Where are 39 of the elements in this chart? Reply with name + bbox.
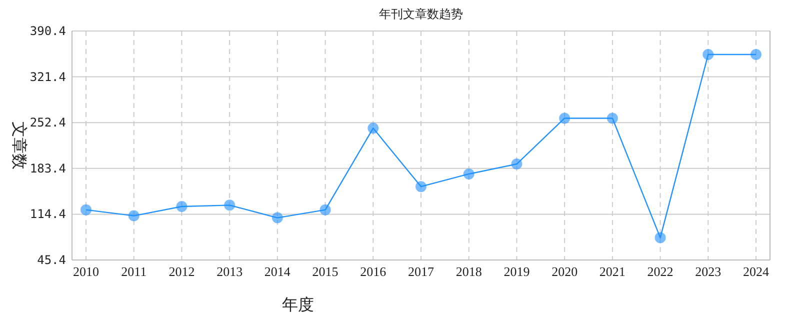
chart-title: 年刊文章数趋势 (379, 7, 463, 21)
point (654, 232, 666, 244)
point (80, 204, 92, 216)
point (272, 212, 283, 224)
x-tick-label: 2014 (264, 264, 291, 279)
x-axis-title: 年度 (282, 296, 314, 314)
x-tick-label: 2011 (121, 264, 147, 279)
x-tick-label: 2015 (312, 264, 338, 279)
point (606, 112, 618, 124)
y-tick-label: 45.4 (37, 253, 66, 267)
point (416, 181, 426, 192)
x-tick-label: 2017 (408, 264, 434, 279)
y-tick-label: 114.4 (30, 207, 66, 222)
point (128, 210, 140, 222)
y-axis-title: 文章数 (10, 122, 28, 170)
x-tick-label: 2013 (216, 264, 243, 279)
point (224, 200, 236, 211)
x-tick-label: 2021 (599, 264, 626, 279)
y-tick-label: 321.4 (30, 70, 66, 84)
point (702, 48, 714, 60)
x-tick-label: 2022 (647, 264, 674, 279)
point (750, 48, 762, 60)
point (511, 158, 522, 170)
point (320, 204, 331, 216)
x-tick-label: 2023 (695, 264, 722, 279)
point (176, 201, 188, 212)
x-tick-label: 2010 (73, 264, 99, 279)
x-tick-label: 2020 (552, 264, 578, 279)
point (463, 168, 474, 180)
point (559, 112, 570, 124)
y-tick-label: 183.4 (30, 161, 66, 176)
y-tick-label: 390.4 (30, 24, 66, 38)
x-tick-label: 2016 (360, 264, 387, 279)
x-tick-label: 2018 (456, 264, 482, 279)
point (368, 122, 379, 134)
x-tick-label: 2019 (504, 264, 530, 279)
x-tick-label: 2024 (743, 264, 770, 279)
y-tick-label: 252.4 (30, 116, 66, 130)
x-tick-label: 2012 (168, 264, 195, 279)
